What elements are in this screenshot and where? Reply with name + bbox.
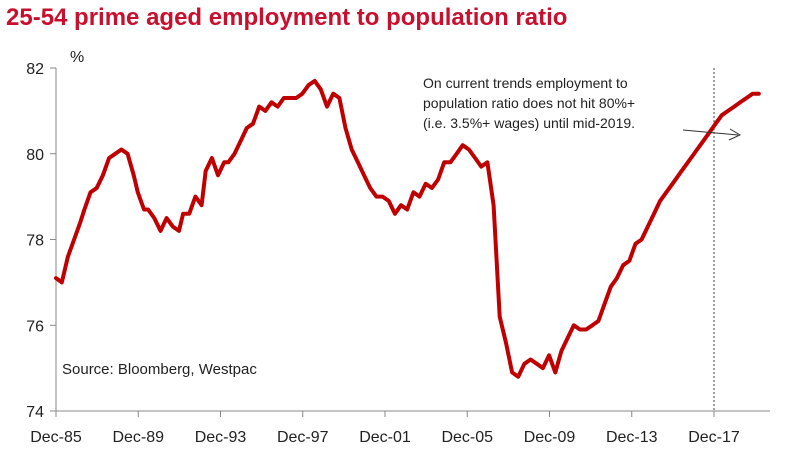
annotation-line-1: On current trends employment to bbox=[423, 75, 628, 91]
x-tick-label: Dec-97 bbox=[277, 429, 329, 446]
y-tick-label: 78 bbox=[26, 233, 44, 250]
y-axis-unit-label: % bbox=[70, 49, 84, 66]
y-tick-label: 76 bbox=[26, 318, 44, 335]
annotation-line-2: population ratio does not hit 80%+ bbox=[423, 95, 635, 111]
x-tick-label: Dec-17 bbox=[688, 429, 740, 446]
x-tick-label: Dec-01 bbox=[359, 429, 411, 446]
annotation-arrow-line bbox=[682, 129, 739, 136]
source-note: Source: Bloomberg, Westpac bbox=[62, 361, 257, 378]
x-tick-label: Dec-89 bbox=[112, 429, 164, 446]
y-tick-label: 74 bbox=[26, 404, 44, 421]
x-tick-label: Dec-85 bbox=[30, 429, 82, 446]
annotation-arrow-head bbox=[728, 128, 742, 141]
x-tick-label: Dec-09 bbox=[524, 429, 576, 446]
chart-title: 25-54 prime aged employment to populatio… bbox=[6, 4, 568, 31]
annotation-text: On current trends employment to populati… bbox=[423, 75, 635, 131]
x-tick-label: Dec-05 bbox=[441, 429, 493, 446]
y-tick-label: 80 bbox=[26, 147, 44, 164]
x-tick-label: Dec-93 bbox=[195, 429, 247, 446]
x-tick-label: Dec-13 bbox=[606, 429, 658, 446]
y-tick-label: 82 bbox=[26, 61, 44, 78]
annotation-line-3: (i.e. 3.5%+ wages) until mid-2019. bbox=[423, 115, 635, 131]
series-line-employment-ratio bbox=[54, 78, 761, 379]
